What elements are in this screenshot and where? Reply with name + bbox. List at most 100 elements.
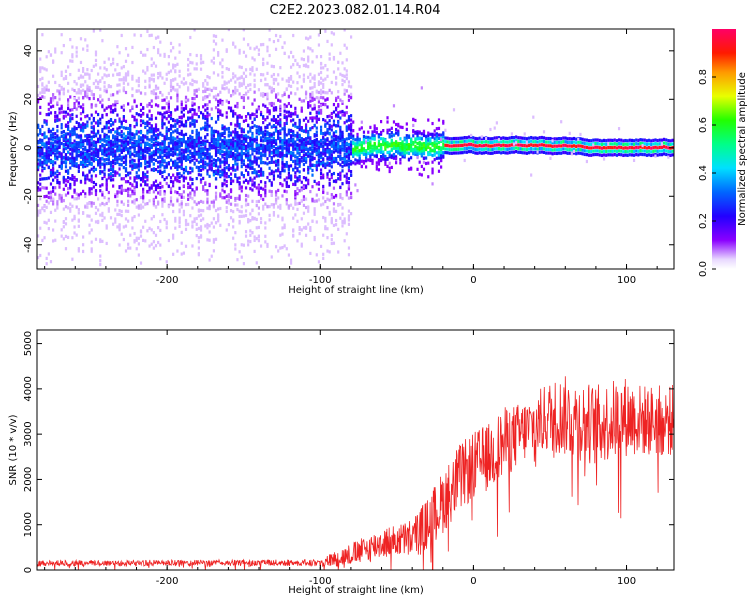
heatmap-cell [180, 80, 183, 84]
heatmap-cell [135, 79, 138, 83]
heatmap-cell [223, 141, 226, 145]
heatmap-cell [277, 147, 280, 151]
heatmap-cell [131, 192, 134, 196]
heatmap-cell [298, 164, 301, 168]
heatmap-cell [47, 146, 50, 150]
heatmap-cell [227, 154, 230, 159]
heatmap-cell [332, 144, 336, 148]
heatmap-cell [328, 88, 331, 92]
heatmap-cell [54, 132, 57, 136]
heatmap-cell [217, 158, 220, 162]
heatmap-cell [97, 123, 100, 128]
heatmap-cell [167, 54, 170, 59]
heatmap-cell [238, 214, 241, 219]
heatmap-cell [154, 184, 158, 188]
heatmap-cell [41, 169, 44, 173]
heatmap-cell [298, 189, 301, 193]
heatmap-cell [79, 150, 83, 155]
heatmap-cell [67, 106, 70, 111]
heatmap-cell [174, 88, 177, 92]
heatmap-cell [285, 142, 288, 146]
heatmap-cell [219, 169, 222, 173]
heatmap-cell [127, 209, 130, 213]
heatmap-cell [120, 213, 123, 218]
heatmap-cell [174, 77, 177, 81]
heatmap-cell [189, 149, 192, 153]
heatmap-cell [178, 210, 181, 214]
heatmap-cell [82, 158, 85, 162]
heatmap-cell [135, 163, 138, 167]
heatmap-cell [82, 211, 85, 215]
heatmap-cell [212, 61, 215, 65]
heatmap-cell [268, 179, 271, 183]
heatmap-cell [52, 138, 55, 142]
heatmap-cell [270, 102, 273, 106]
heatmap-cell [142, 119, 145, 123]
heatmap-cell [169, 88, 173, 93]
heatmap-cell [73, 216, 76, 220]
heatmap-cell [75, 164, 78, 168]
heatmap-cell [178, 85, 181, 89]
heatmap-cell [307, 105, 310, 109]
heatmap-cell [259, 143, 263, 147]
heatmap-cell [189, 166, 192, 170]
heatmap-cell [47, 113, 50, 117]
heatmap-cell [75, 156, 78, 160]
heatmap-cell [182, 136, 185, 140]
heatmap-cell [77, 135, 80, 139]
heatmap-cell [45, 176, 48, 181]
heatmap-cell [49, 53, 53, 57]
heatmap-cell [71, 146, 74, 151]
heatmap-cell [71, 144, 74, 148]
heatmap-cell [270, 193, 273, 197]
heatmap-cell [330, 31, 333, 35]
heatmap-cell [264, 146, 267, 151]
heatmap-cell [112, 149, 115, 153]
heatmap-cell [116, 45, 119, 49]
heatmap-cell [225, 158, 228, 162]
heatmap-cell [262, 139, 265, 143]
heatmap-cell [64, 159, 68, 163]
heatmap-cell [49, 97, 53, 101]
heatmap-cell [225, 115, 228, 119]
heatmap-cell [249, 126, 252, 130]
heatmap-cell [88, 189, 91, 194]
heatmap-cell [202, 209, 205, 213]
heatmap-cell [94, 144, 98, 148]
heatmap-cell [197, 240, 200, 244]
heatmap-cell [47, 130, 50, 134]
heatmap-cell [272, 89, 276, 93]
heatmap-cell [193, 200, 196, 204]
heatmap-cell [122, 156, 125, 160]
heatmap-cell [43, 134, 46, 138]
heatmap-cell [52, 142, 55, 146]
heatmap-cell [69, 152, 72, 156]
heatmap-cell [146, 189, 149, 194]
heatmap-cell [324, 63, 327, 68]
heatmap-cell [238, 51, 241, 55]
heatmap-cell [232, 179, 235, 183]
heatmap-cell [270, 138, 273, 142]
heatmap-cell [180, 202, 183, 206]
heatmap-cell [176, 93, 179, 97]
heatmap-cell [167, 238, 170, 243]
heatmap-cell [60, 228, 63, 232]
heatmap-cell [272, 117, 276, 121]
heatmap-cell [169, 202, 173, 206]
heatmap-cell [90, 218, 93, 222]
heatmap-cell [129, 151, 132, 155]
heatmap-cell [225, 147, 228, 151]
heatmap-cell [208, 142, 211, 147]
heatmap-cell [52, 197, 55, 201]
heatmap-cell [159, 142, 162, 146]
heatmap-cell [324, 219, 327, 223]
heatmap-cell [332, 202, 336, 206]
heatmap-cell [189, 144, 192, 148]
heatmap-cell [178, 50, 181, 54]
heatmap-cell [322, 135, 325, 139]
heatmap-cell [234, 203, 237, 207]
heatmap-cell [283, 163, 286, 167]
heatmap-cell [300, 159, 303, 163]
heatmap-cell [163, 122, 166, 126]
heatmap-cell [210, 126, 213, 130]
